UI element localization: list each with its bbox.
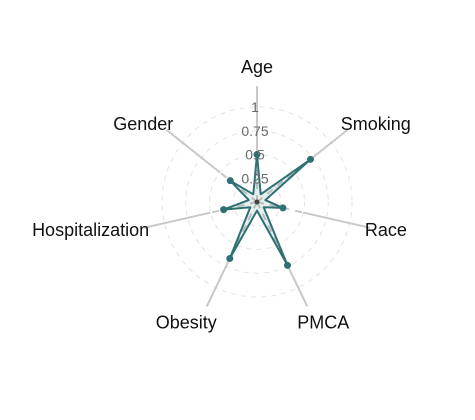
data-point-smoking: [307, 156, 314, 163]
category-label-gender: Gender: [113, 114, 173, 134]
radial-tick-label: 0.5: [245, 147, 265, 163]
data-point-race: [279, 204, 286, 211]
radial-tick-label: 0.25: [241, 170, 268, 186]
category-label-hospitalization: Hospitalization: [32, 220, 149, 240]
data-point-gender: [227, 177, 234, 184]
tick-label-layer: 0.25 0.5 0.75 1: [241, 99, 268, 186]
data-point-hospitalization: [220, 206, 227, 213]
category-label-layer: Age Smoking Race PMCA Obesity Hospitalization…: [32, 57, 411, 333]
spoke-line-outer: [144, 213, 211, 228]
category-label-age: Age: [241, 57, 273, 77]
radial-tick-label: 0.75: [241, 123, 268, 139]
radial-tick-label: 1: [251, 99, 259, 115]
center-point: [255, 200, 260, 205]
category-label-smoking: Smoking: [341, 114, 411, 134]
spoke-line-outer: [303, 213, 370, 228]
category-label-race: Race: [365, 220, 407, 240]
category-label-obesity: Obesity: [156, 313, 217, 333]
spoke-line-outer: [166, 130, 219, 173]
category-label-pmca: PMCA: [297, 313, 349, 333]
series-layer: [220, 151, 314, 269]
data-point-pmca: [284, 262, 291, 269]
data-point-obesity: [226, 255, 233, 262]
